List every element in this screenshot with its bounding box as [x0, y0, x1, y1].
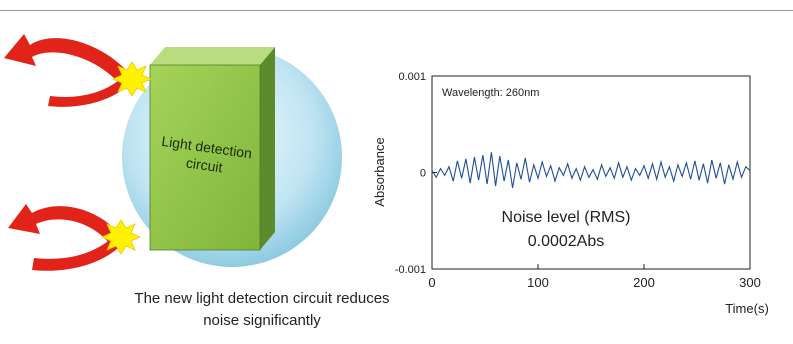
circuit-label-line2: circuit — [185, 154, 224, 175]
x-tick-label: 200 — [633, 275, 655, 290]
x-tick-label: 300 — [739, 275, 761, 290]
noise-level-annotation: Noise level (RMS) — [502, 209, 631, 226]
y-tick-label: -0.001 — [395, 264, 426, 276]
circuit-box-top — [150, 47, 275, 65]
x-tick-label: 0 — [428, 275, 435, 290]
y-tick-label: 0 — [420, 168, 426, 180]
circuit-box-front — [149, 64, 261, 251]
x-axis-label: Time(s) — [725, 301, 769, 316]
wavelength-annotation: Wavelength: 260nm — [442, 87, 539, 99]
caption-line2: noise significantly — [203, 312, 321, 329]
illustration-caption: The new light detection circuit reduces … — [92, 288, 432, 332]
caption-line1: The new light detection circuit reduces — [134, 290, 390, 307]
y-tick-label: 0.001 — [398, 71, 426, 83]
top-divider — [0, 10, 793, 11]
noise-value-annotation: 0.0002Abs — [528, 233, 605, 250]
noise-illustration: Light detection circuit noise noise — [4, 34, 342, 271]
x-tick-label: 100 — [527, 275, 549, 290]
absorbance-series-line — [431, 152, 751, 188]
burst-icon-top — [112, 61, 152, 97]
burst-icon-bottom — [101, 219, 141, 255]
circuit-box-side — [260, 47, 275, 250]
y-axis-label: Absorbance — [372, 137, 387, 206]
